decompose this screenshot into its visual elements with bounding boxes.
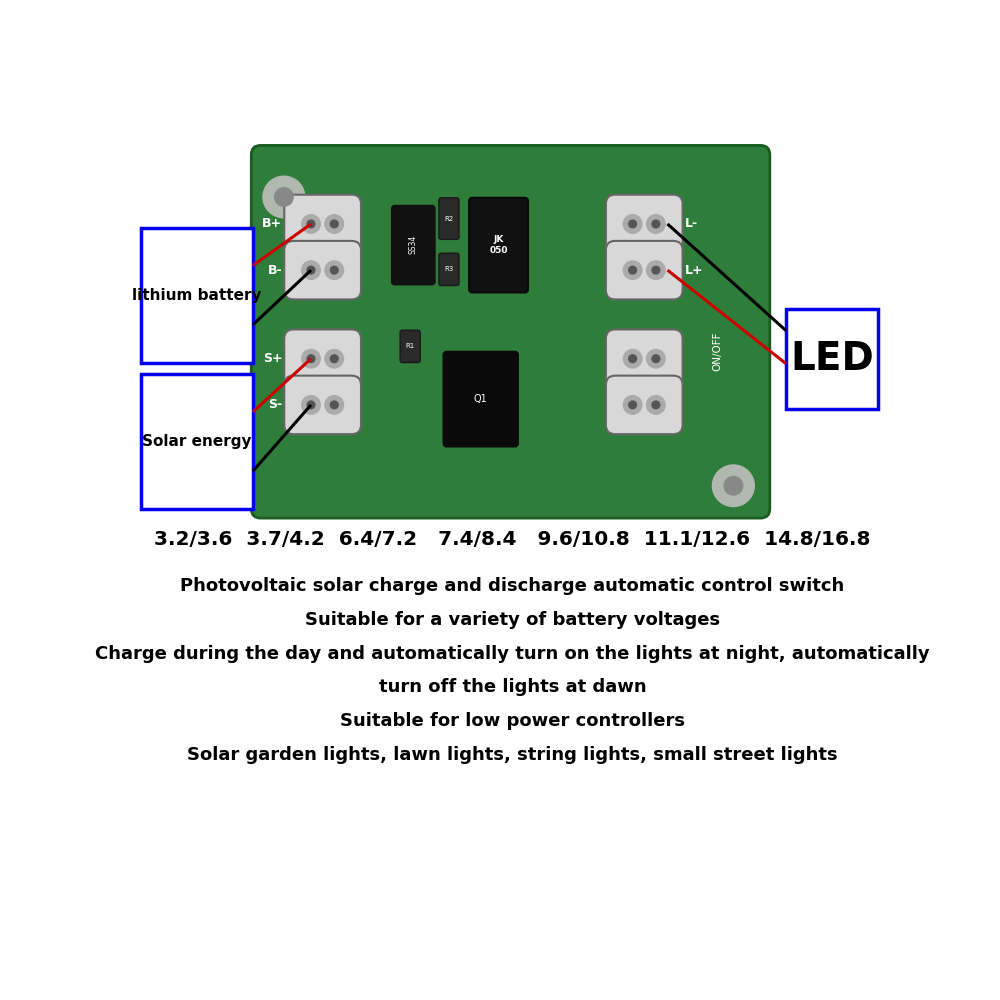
Circle shape <box>302 349 320 368</box>
Circle shape <box>307 220 315 228</box>
Circle shape <box>302 396 320 414</box>
Text: Photovoltaic solar charge and discharge automatic control switch: Photovoltaic solar charge and discharge … <box>180 577 845 595</box>
Circle shape <box>325 396 344 414</box>
FancyBboxPatch shape <box>606 195 683 253</box>
Circle shape <box>302 261 320 279</box>
Text: R3: R3 <box>444 266 454 272</box>
Circle shape <box>647 261 665 279</box>
FancyBboxPatch shape <box>284 241 361 299</box>
Text: R1: R1 <box>406 343 415 349</box>
Text: LED: LED <box>790 340 874 378</box>
Text: L+: L+ <box>685 264 703 277</box>
Text: B-: B- <box>268 264 282 277</box>
Text: Solar energy: Solar energy <box>142 434 251 449</box>
Circle shape <box>647 215 665 233</box>
FancyBboxPatch shape <box>251 145 770 518</box>
Circle shape <box>307 401 315 409</box>
Text: turn off the lights at dawn: turn off the lights at dawn <box>379 678 646 696</box>
Circle shape <box>302 215 320 233</box>
Circle shape <box>307 266 315 274</box>
FancyBboxPatch shape <box>606 376 683 434</box>
Text: Q1: Q1 <box>474 394 488 404</box>
Circle shape <box>647 349 665 368</box>
Circle shape <box>325 261 344 279</box>
Text: ON/OFF: ON/OFF <box>713 331 723 371</box>
Bar <box>140 374 253 509</box>
Circle shape <box>652 355 660 363</box>
Circle shape <box>330 355 338 363</box>
Circle shape <box>307 355 315 363</box>
Circle shape <box>623 215 642 233</box>
Circle shape <box>712 465 754 507</box>
Bar <box>786 309 878 409</box>
Text: B+: B+ <box>262 217 282 230</box>
Text: R2: R2 <box>444 216 454 222</box>
Circle shape <box>652 401 660 409</box>
Circle shape <box>623 261 642 279</box>
Text: 3.2/3.6  3.7/4.2  6.4/7.2   7.4/8.4   9.6/10.8  11.1/12.6  14.8/16.8: 3.2/3.6 3.7/4.2 6.4/7.2 7.4/8.4 9.6/10.8… <box>154 530 871 549</box>
Text: JK
050: JK 050 <box>489 235 508 255</box>
Circle shape <box>330 220 338 228</box>
Text: Solar garden lights, lawn lights, string lights, small street lights: Solar garden lights, lawn lights, string… <box>187 746 838 764</box>
Circle shape <box>629 401 637 409</box>
FancyBboxPatch shape <box>284 376 361 434</box>
Circle shape <box>325 349 344 368</box>
Circle shape <box>652 266 660 274</box>
Circle shape <box>275 188 293 206</box>
Text: Suitable for low power controllers: Suitable for low power controllers <box>340 712 685 730</box>
Text: SS34: SS34 <box>409 235 418 254</box>
Circle shape <box>330 401 338 409</box>
Circle shape <box>629 266 637 274</box>
Circle shape <box>330 266 338 274</box>
Circle shape <box>647 396 665 414</box>
Text: Suitable for a variety of battery voltages: Suitable for a variety of battery voltag… <box>305 611 720 629</box>
Text: L-: L- <box>685 217 698 230</box>
Text: S-: S- <box>268 398 282 411</box>
Text: S+: S+ <box>263 352 282 365</box>
FancyBboxPatch shape <box>284 195 361 253</box>
FancyBboxPatch shape <box>400 330 420 363</box>
FancyBboxPatch shape <box>392 205 435 285</box>
Circle shape <box>263 176 305 218</box>
Bar <box>140 228 253 363</box>
Text: Charge during the day and automatically turn on the lights at night, automatical: Charge during the day and automatically … <box>95 645 930 663</box>
FancyBboxPatch shape <box>444 352 518 446</box>
Text: lithium battery: lithium battery <box>132 288 261 303</box>
FancyBboxPatch shape <box>606 329 683 388</box>
Circle shape <box>325 215 344 233</box>
Circle shape <box>629 355 637 363</box>
FancyBboxPatch shape <box>284 329 361 388</box>
Circle shape <box>652 220 660 228</box>
FancyBboxPatch shape <box>439 253 459 286</box>
FancyBboxPatch shape <box>439 198 459 239</box>
Circle shape <box>724 477 743 495</box>
Circle shape <box>623 349 642 368</box>
FancyBboxPatch shape <box>469 198 528 292</box>
Circle shape <box>623 396 642 414</box>
FancyBboxPatch shape <box>606 241 683 299</box>
Circle shape <box>629 220 637 228</box>
